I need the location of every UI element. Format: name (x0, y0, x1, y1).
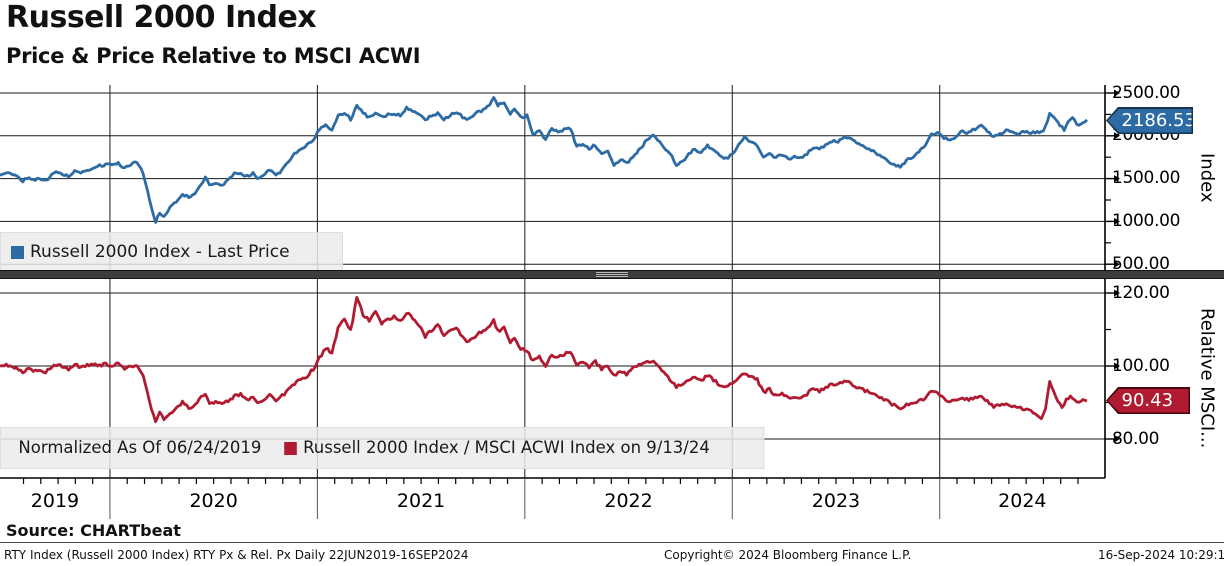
y-tick-label: 2500.00 (1112, 82, 1181, 103)
normalized-note: Normalized As Of 06/24/2019 (18, 438, 262, 458)
y-tick-label: 1000.00 (1112, 210, 1181, 231)
right-axis (1104, 85, 1120, 478)
y-tick-label: 120.00 (1112, 282, 1170, 303)
x-year-label: 2019 (30, 490, 80, 512)
y-tick-label: 80.00 (1112, 428, 1160, 449)
divider-grip-icon[interactable] (596, 272, 628, 277)
series-line (0, 96, 1089, 224)
footer-bar: RTY Index (Russell 2000 Index) RTY Px & … (0, 542, 1224, 566)
footer-copyright: Copyright© 2024 Bloomberg Finance L.P. (664, 548, 912, 562)
y-tick-label: 1500.00 (1112, 168, 1181, 189)
footer-timestamp: 16-Sep-2024 10:29:13 (1098, 548, 1224, 562)
series-line (0, 295, 1088, 424)
page-subtitle: Price & Price Relative to MSCI ACWI (6, 44, 421, 68)
last-price-badge: 2186.53 (1107, 108, 1192, 133)
y-tick-label: 500.00 (1112, 253, 1170, 274)
x-year-label: 2024 (998, 490, 1047, 512)
y-tick-label: 100.00 (1112, 355, 1170, 376)
footer-ticker-info: RTY Index (Russell 2000 Index) RTY Px & … (4, 548, 469, 562)
panel-divider[interactable] (0, 270, 1224, 279)
page-title: Russell 2000 Index (6, 0, 317, 35)
x-year-label: 2020 (189, 490, 238, 512)
relative-legend[interactable]: Normalized As Of 06/24/2019 Russell 2000… (0, 427, 765, 469)
x-year-label: 2022 (604, 490, 653, 512)
price-legend-marker-icon (11, 245, 24, 259)
x-axis (0, 477, 1105, 519)
top-panel-axis-title: Index (1196, 152, 1218, 203)
relative-legend-marker-icon (284, 441, 298, 455)
bottom-panel-axis-title: Relative MSCI... (1196, 308, 1218, 449)
relative-legend-label: Russell 2000 Index / MSCI ACWI Index on … (303, 438, 710, 458)
x-year-label: 2023 (811, 490, 861, 512)
price-legend-label: Russell 2000 Index - Last Price (30, 242, 290, 262)
source-line: Source: CHARTbeat (6, 521, 181, 540)
price-legend[interactable]: Russell 2000 Index - Last Price (0, 232, 343, 272)
last-relative-badge: 90.43 (1107, 388, 1189, 413)
x-year-label: 2021 (396, 490, 446, 512)
